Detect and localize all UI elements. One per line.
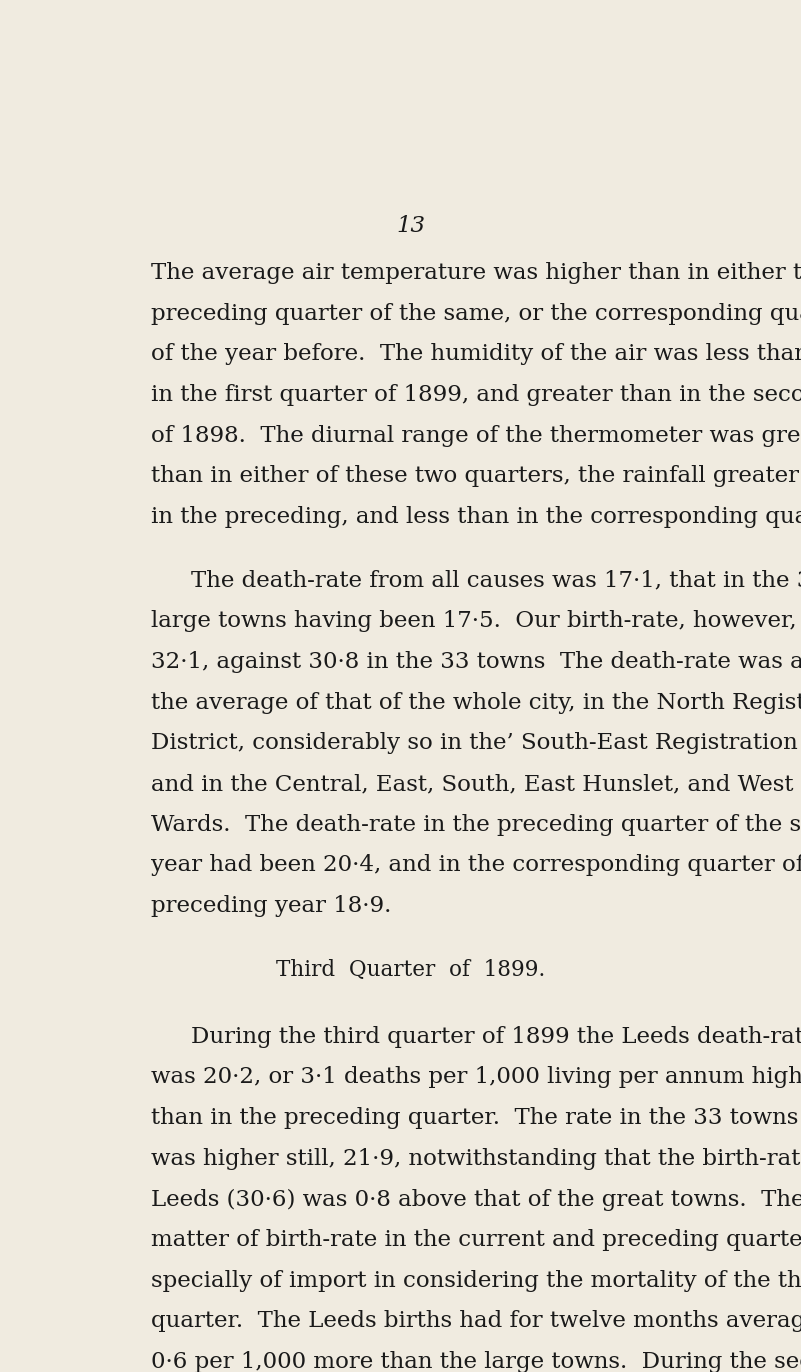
Text: preceding quarter of the same, or the corresponding quarter: preceding quarter of the same, or the co… <box>151 302 801 325</box>
Text: 32·1, against 30·8 in the 33 towns  The death-rate was above: 32·1, against 30·8 in the 33 towns The d… <box>151 652 801 674</box>
Text: preceding year 18·9.: preceding year 18·9. <box>151 895 392 916</box>
Text: quarter.  The Leeds births had for twelve months averaged: quarter. The Leeds births had for twelve… <box>151 1310 801 1332</box>
Text: large towns having been 17·5.  Our birth-rate, however, was: large towns having been 17·5. Our birth-… <box>151 611 801 632</box>
Text: matter of birth-rate in the current and preceding quarters is: matter of birth-rate in the current and … <box>151 1229 801 1251</box>
Text: year had been 20·4, and in the corresponding quarter of the: year had been 20·4, and in the correspon… <box>151 855 801 877</box>
Text: than in the preceding quarter.  The rate in the 33 towns: than in the preceding quarter. The rate … <box>151 1107 799 1129</box>
Text: than in either of these two quarters, the rainfall greater than: than in either of these two quarters, th… <box>151 465 801 487</box>
Text: in the preceding, and less than in the corresponding quarter.: in the preceding, and less than in the c… <box>151 506 801 528</box>
Text: was higher still, 21·9, notwithstanding that the birth-rate in: was higher still, 21·9, notwithstanding … <box>151 1148 801 1170</box>
Text: The average air temperature was higher than in either the: The average air temperature was higher t… <box>151 262 801 284</box>
Text: of the year before.  The humidity of the air was less than: of the year before. The humidity of the … <box>151 343 801 365</box>
Text: specially of import in considering the mortality of the third: specially of import in considering the m… <box>151 1269 801 1292</box>
Text: in the first quarter of 1899, and greater than in the second: in the first quarter of 1899, and greate… <box>151 384 801 406</box>
Text: District, considerably so in the’ South-East Registration District,: District, considerably so in the’ South-… <box>151 733 801 755</box>
Text: was 20·2, or 3·1 deaths per 1,000 living per annum higher: was 20·2, or 3·1 deaths per 1,000 living… <box>151 1066 801 1088</box>
Text: During the third quarter of 1899 the Leeds death-rate: During the third quarter of 1899 the Lee… <box>191 1026 801 1048</box>
Text: Leeds (30·6) was 0·8 above that of the great towns.  The: Leeds (30·6) was 0·8 above that of the g… <box>151 1188 801 1210</box>
Text: 0·6 per 1,000 more than the large towns.  During the second: 0·6 per 1,000 more than the large towns.… <box>151 1351 801 1372</box>
Text: 13: 13 <box>396 215 425 237</box>
Text: Wards.  The death-rate in the preceding quarter of the same: Wards. The death-rate in the preceding q… <box>151 814 801 836</box>
Text: The death-rate from all causes was 17·1, that in the 33: The death-rate from all causes was 17·1,… <box>191 569 801 591</box>
Text: of 1898.  The diurnal range of the thermometer was greater: of 1898. The diurnal range of the thermo… <box>151 424 801 446</box>
Text: and in the Central, East, South, East Hunslet, and West: and in the Central, East, South, East Hu… <box>151 774 794 796</box>
Text: Third  Quarter  of  1899.: Third Quarter of 1899. <box>276 959 545 981</box>
Text: the average of that of the whole city, in the North Registration: the average of that of the whole city, i… <box>151 691 801 713</box>
